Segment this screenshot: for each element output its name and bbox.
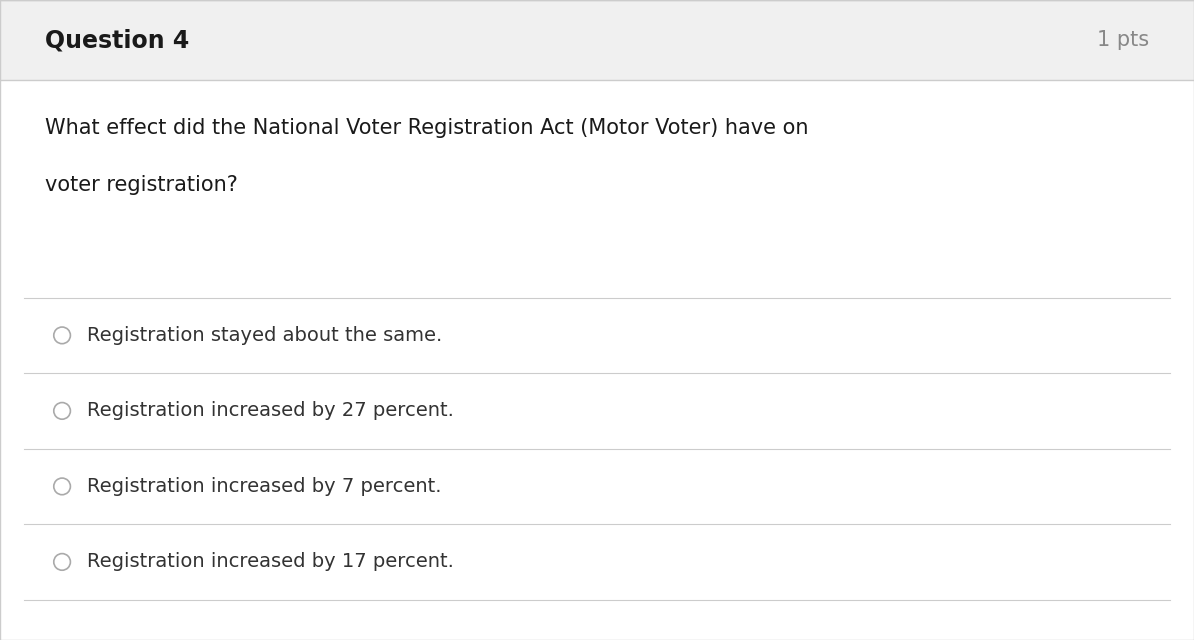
Text: Question 4: Question 4 — [45, 28, 190, 52]
Text: What effect did the National Voter Registration Act (Motor Voter) have on: What effect did the National Voter Regis… — [45, 118, 808, 138]
Text: Registration increased by 17 percent.: Registration increased by 17 percent. — [87, 552, 454, 572]
Text: Registration increased by 7 percent.: Registration increased by 7 percent. — [87, 477, 442, 496]
Text: 1 pts: 1 pts — [1096, 30, 1149, 50]
Ellipse shape — [54, 403, 70, 419]
Text: voter registration?: voter registration? — [45, 175, 239, 195]
Ellipse shape — [54, 327, 70, 344]
Text: Registration stayed about the same.: Registration stayed about the same. — [87, 326, 443, 345]
FancyBboxPatch shape — [0, 0, 1194, 80]
Ellipse shape — [54, 478, 70, 495]
Ellipse shape — [54, 554, 70, 570]
Text: Registration increased by 27 percent.: Registration increased by 27 percent. — [87, 401, 454, 420]
